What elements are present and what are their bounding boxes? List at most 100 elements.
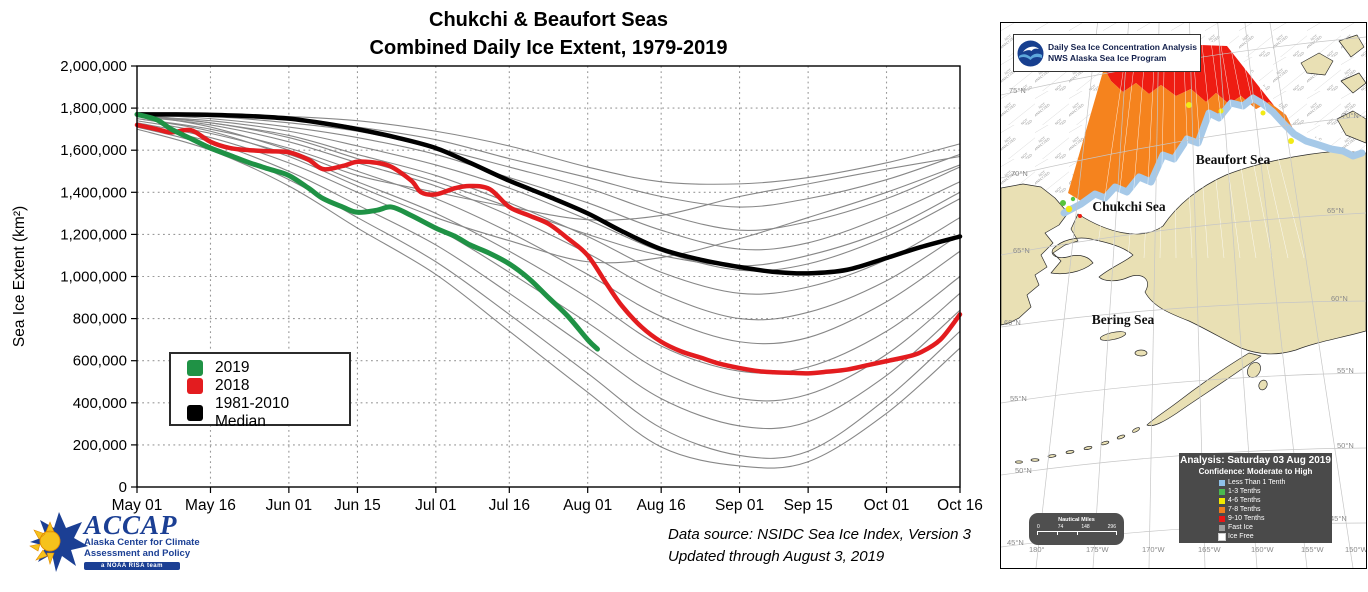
scalebar-line bbox=[1037, 531, 1117, 537]
land-chukotka bbox=[1001, 183, 1069, 326]
longitude-line bbox=[1092, 23, 1129, 568]
year-line bbox=[136, 115, 961, 267]
accap-logo-text: ACCAP Alaska Center for Climate Assessme… bbox=[84, 508, 200, 578]
longitude-line bbox=[1269, 23, 1354, 568]
map-confidence: Confidence: Moderate to High bbox=[1198, 467, 1313, 476]
x-tick-label: Aug 16 bbox=[637, 497, 686, 514]
ice-extent-chart-panel: Chukchi & Beaufort Seas Combined Daily I… bbox=[11, 6, 983, 578]
longitude-label: 155°W bbox=[1301, 545, 1325, 554]
map-legend-swatch-icon bbox=[1219, 497, 1225, 504]
longitude-label: 180° bbox=[1029, 545, 1045, 554]
x-tick-label: Jun 15 bbox=[334, 497, 381, 514]
map-legend-item: 9-10 Tenths bbox=[1219, 515, 1332, 523]
y-tick-label: 200,000 bbox=[73, 437, 127, 454]
latitude-label: 45°N bbox=[1007, 538, 1024, 547]
longitude-line bbox=[1148, 23, 1160, 568]
latitude-label: 65°N bbox=[1013, 246, 1030, 255]
y-tick-label: 800,000 bbox=[73, 311, 127, 328]
longitude-label: 160°W bbox=[1251, 545, 1275, 554]
series-line-1981-2010-median bbox=[134, 112, 963, 276]
ice-red-spot bbox=[1078, 214, 1082, 218]
scalebar-title: Nautical Miles bbox=[1058, 517, 1095, 523]
map-title-line1: Daily Sea Ice Concentration Analysis bbox=[1048, 41, 1197, 52]
land-island-ne1 bbox=[1300, 52, 1334, 76]
year-line bbox=[136, 113, 961, 251]
map-land bbox=[1001, 34, 1366, 464]
y-tick-label: 1,200,000 bbox=[60, 226, 127, 243]
year-line bbox=[136, 115, 961, 321]
ice-yellow-spot bbox=[1218, 108, 1224, 114]
chart-legend: 2019 2018 1981-2010 Median bbox=[169, 352, 351, 430]
x-tick-label: Oct 16 bbox=[937, 497, 983, 514]
map-legend-item: 4-6 Tenths bbox=[1219, 497, 1332, 505]
data-source-line1: Data source: NSIDC Sea Ice Index, Versio… bbox=[668, 526, 971, 543]
map-scalebar: Nautical Miles 0 74 148 296 bbox=[1029, 513, 1124, 545]
chart-legend-item: 2018 bbox=[187, 377, 343, 395]
accap-acronym: ACCAP bbox=[84, 510, 178, 540]
map-title-text: Daily Sea Ice Concentration Analysis NWS… bbox=[1048, 42, 1197, 64]
scalebar-ticks: 0 74 148 296 bbox=[1037, 524, 1116, 530]
y-tick-label: 400,000 bbox=[73, 395, 127, 412]
year-line bbox=[136, 113, 961, 208]
ice-extent-chart: 0 200,000 400,000 600,000 800,000 1,000,000 1,… bbox=[11, 58, 983, 514]
latitude-label: 70°N bbox=[1342, 111, 1359, 120]
latitude-label: 65°N bbox=[1327, 206, 1344, 215]
scalebar-tick: 0 bbox=[1037, 524, 1040, 530]
map-legend-item: Less Than 1 Tenth bbox=[1219, 479, 1332, 487]
accap-logo: ACCAP Alaska Center for Climate Assessme… bbox=[26, 508, 201, 578]
alaska-map: NOT ANALYZED NOT ANALYZED bbox=[1001, 23, 1366, 568]
ice-green-spot bbox=[1060, 200, 1066, 206]
map-legend-item: 7-8 Tenths bbox=[1219, 506, 1332, 514]
longitude-label: 165°W bbox=[1198, 545, 1222, 554]
map-legend-label: Less Than 1 Tenth bbox=[1228, 479, 1286, 486]
map-legend-swatch-icon bbox=[1219, 515, 1225, 522]
map-legend-swatch-icon bbox=[1218, 532, 1226, 541]
chart-title: Chukchi & Beaufort Seas Combined Daily I… bbox=[137, 6, 960, 62]
accap-banner: a NOAA RISA team bbox=[84, 562, 180, 570]
latitude-line bbox=[1001, 372, 1366, 404]
latitude-line bbox=[1001, 212, 1366, 256]
legend-label: 1981-2010 Median bbox=[215, 395, 290, 430]
legend-label: 2018 bbox=[215, 377, 250, 394]
x-tick-label: May 01 bbox=[112, 497, 163, 514]
latitude-label: 50°N bbox=[1337, 441, 1354, 450]
map-legend-label: 7-8 Tenths bbox=[1228, 506, 1261, 513]
map-legend-swatch-icon bbox=[1219, 479, 1225, 486]
latitude-line bbox=[1001, 115, 1366, 179]
latitude-line bbox=[1001, 300, 1366, 328]
land-alaska bbox=[1050, 150, 1366, 355]
map-legend: Analysis: Saturday 03 Aug 2019 Confidenc… bbox=[1179, 453, 1332, 543]
year-line bbox=[136, 115, 961, 231]
map-legend-swatch-icon bbox=[1219, 506, 1225, 513]
year-line bbox=[136, 124, 961, 430]
year-line bbox=[136, 128, 961, 469]
legend-label: 2019 bbox=[215, 359, 250, 376]
longitude-line bbox=[1035, 23, 1098, 568]
map-legend-swatch-icon bbox=[1219, 524, 1225, 531]
latitude-label: 60°N bbox=[1004, 318, 1021, 327]
map-legend-label: 9-10 Tenths bbox=[1228, 515, 1265, 522]
gridlines bbox=[137, 66, 960, 487]
land-aleutians bbox=[1015, 427, 1140, 464]
land-nunivak bbox=[1134, 349, 1148, 357]
axis-labels: 0 200,000 400,000 600,000 800,000 1,000,000 1,… bbox=[11, 58, 983, 514]
land-island-ne2 bbox=[1338, 34, 1365, 58]
scalebar-tick: 296 bbox=[1107, 524, 1116, 530]
year-line bbox=[136, 120, 961, 374]
map-legend-label: Ice Free bbox=[1228, 533, 1254, 540]
y-tick-label: 1,400,000 bbox=[60, 184, 127, 201]
y-tick-label: 600,000 bbox=[73, 353, 127, 370]
x-tick-label: Jul 01 bbox=[415, 497, 456, 514]
x-tick-label: Aug 01 bbox=[563, 497, 612, 514]
sea-label: Beaufort Sea bbox=[1196, 152, 1271, 167]
chart-title-line1: Chukchi & Beaufort Seas bbox=[429, 9, 668, 31]
scalebar-tick: 148 bbox=[1081, 524, 1090, 530]
longitude-label: 170°W bbox=[1142, 545, 1166, 554]
map-legend-items: Less Than 1 Tenth 1-3 Tenths 4-6 Tenths 7-8… bbox=[1179, 479, 1332, 541]
year-line bbox=[136, 113, 961, 295]
map-legend-label: 1-3 Tenths bbox=[1228, 488, 1261, 495]
x-tick-label: Jul 16 bbox=[489, 497, 530, 514]
land-kodiak2 bbox=[1258, 379, 1268, 391]
series-line-2019 bbox=[134, 111, 600, 352]
